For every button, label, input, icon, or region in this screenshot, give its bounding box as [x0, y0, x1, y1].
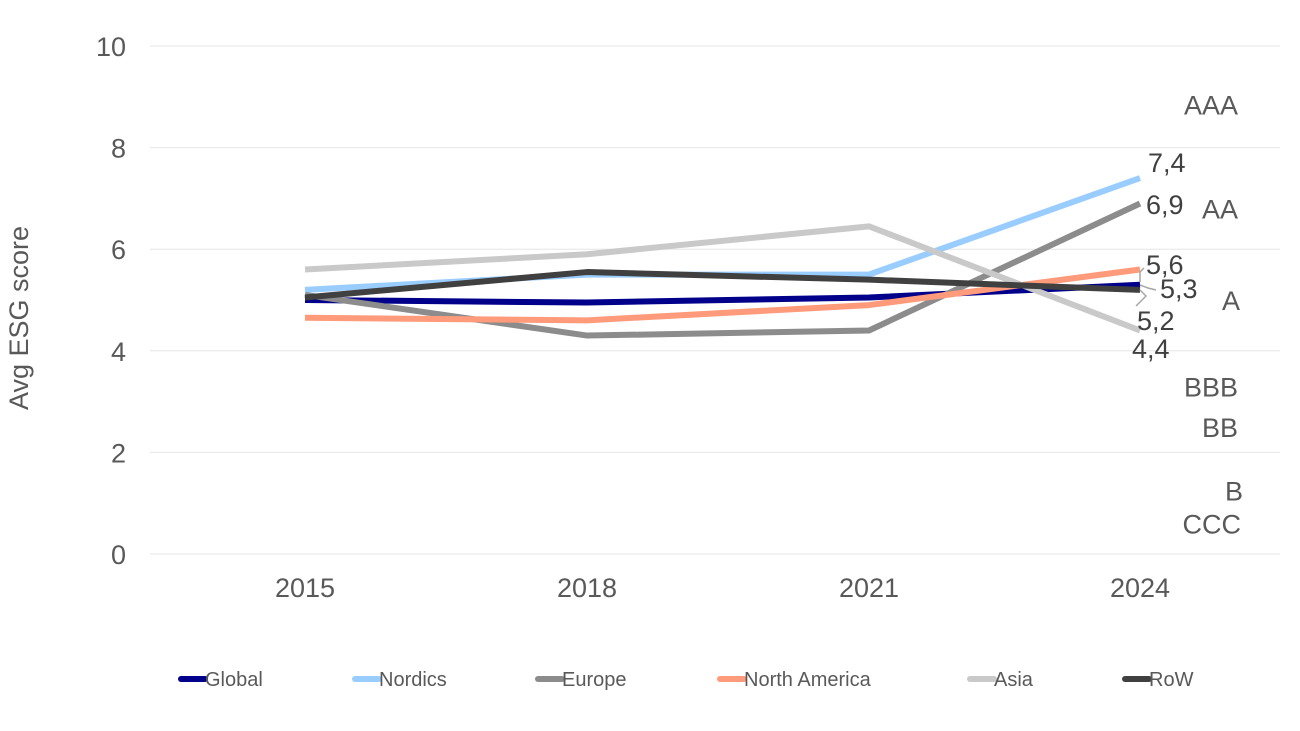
leader-line: [1139, 284, 1157, 291]
data-label-europe: 6,9: [1146, 190, 1184, 220]
y-tick-label: 6: [111, 235, 126, 265]
rating-label-a: A: [1222, 286, 1240, 316]
y-axis-ticks: 0 2 4 6 8 10: [96, 32, 126, 570]
legend-label: Global: [205, 669, 263, 691]
legend-label: North America: [744, 669, 872, 691]
series-line-row: [304, 269, 1141, 301]
legend-label: Nordics: [379, 669, 447, 691]
rating-label-aa: AA: [1202, 195, 1238, 225]
y-tick-label: 10: [96, 32, 126, 62]
data-label-north-america: 5,6: [1146, 250, 1184, 280]
end-data-labels: 5,3 7,4 6,9 5,6 4,45,2: [1132, 148, 1198, 364]
legend-label: RoW: [1149, 669, 1194, 691]
rating-label-b: B: [1225, 477, 1243, 507]
legend-label: Europe: [562, 669, 627, 691]
y-tick-label: 0: [111, 540, 126, 570]
gridlines: [150, 45, 1280, 555]
y-tick-label: 4: [111, 337, 126, 367]
data-label-global: 5,3: [1160, 274, 1198, 304]
rating-label-bbb: BBB: [1184, 372, 1238, 402]
y-tick-label: 8: [111, 134, 126, 164]
rating-label-bb: BB: [1202, 413, 1238, 443]
x-axis-ticks: 2015 2018 2021 2024: [275, 573, 1170, 603]
series-line-europe: [304, 200, 1142, 339]
legend: Global Nordics Europe North America Asia RoW: [178, 669, 1194, 691]
x-tick-label: 2021: [839, 573, 899, 603]
legend-item-nordics: Nordics: [352, 669, 447, 691]
rating-label-ccc: CCC: [1183, 510, 1242, 540]
y-tick-label: 2: [111, 438, 126, 468]
series-line-asia: [304, 223, 1142, 334]
legend-item-row: RoW: [1122, 669, 1194, 691]
legend-label: Asia: [994, 669, 1034, 691]
legend-item-europe: Europe: [535, 669, 627, 691]
leader-line: [1139, 267, 1145, 282]
series-lines: [304, 175, 1142, 339]
legend-item-north-america: North America: [717, 669, 872, 691]
leader-line: [1135, 289, 1148, 307]
x-tick-label: 2015: [275, 573, 335, 603]
data-label-row: 5,2: [1137, 306, 1175, 336]
rating-label-aaa: AAA: [1184, 90, 1238, 120]
legend-item-asia: Asia: [967, 669, 1034, 691]
y-axis-title: Avg ESG score: [4, 226, 34, 410]
data-label-asia: 4,4: [1132, 334, 1170, 364]
data-label-nordics: 7,4: [1148, 148, 1186, 178]
legend-item-global: Global: [178, 669, 263, 691]
x-tick-label: 2024: [1110, 573, 1170, 603]
series-line-global: [304, 281, 1141, 306]
x-tick-label: 2018: [557, 573, 617, 603]
